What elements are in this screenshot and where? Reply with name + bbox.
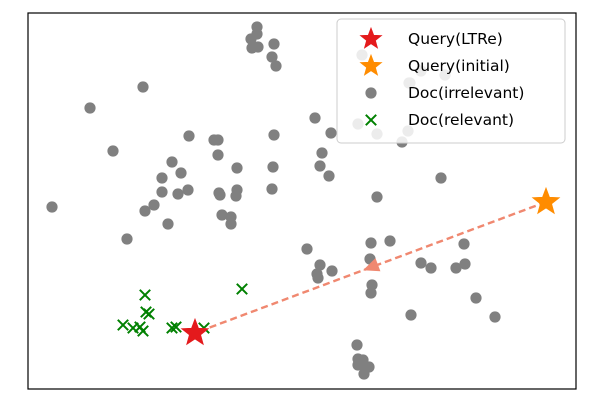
doc-irrelevant-point <box>371 191 383 203</box>
doc-irrelevant-point <box>148 199 160 211</box>
doc-relevant-point <box>166 322 178 334</box>
doc-irrelevant-point <box>121 233 133 245</box>
doc-irrelevant-point <box>208 134 220 146</box>
doc-relevant-point <box>236 283 248 295</box>
doc-irrelevant-point <box>267 161 279 173</box>
arrow-head <box>363 258 381 272</box>
doc-irrelevant-point <box>214 189 226 201</box>
doc-irrelevant-point <box>268 38 280 50</box>
legend-markers <box>359 26 383 126</box>
doc-irrelevant-point <box>216 209 228 221</box>
doc-relevant-point <box>117 319 129 331</box>
doc-irrelevant-point <box>309 112 321 124</box>
doc-irrelevant-point <box>351 339 363 351</box>
doc-irrelevant-point <box>489 311 501 323</box>
doc-irrelevant-point <box>314 259 326 271</box>
doc-irrelevant-point <box>84 102 96 114</box>
doc-irrelevant-point <box>231 162 243 174</box>
legend-label-query-ltre: Query(LTRe) <box>408 30 503 48</box>
doc-irrelevant-point <box>323 170 335 182</box>
doc-irrelevant-point <box>156 186 168 198</box>
doc-relevant-point <box>134 321 146 333</box>
legend-label-doc-relevant: Doc(relevant) <box>408 111 514 129</box>
doc-irrelevant-point <box>266 183 278 195</box>
legend-marker-x <box>365 114 377 126</box>
doc-irrelevant-point <box>46 201 58 213</box>
doc-irrelevant-point <box>435 172 447 184</box>
doc-irrelevant-point <box>384 235 396 247</box>
doc-irrelevant-point <box>162 218 174 230</box>
doc-irrelevant-point <box>365 237 377 249</box>
doc-relevant-point <box>143 308 155 320</box>
doc-irrelevant-point <box>450 262 462 274</box>
doc-relevant-point <box>170 321 182 333</box>
legend: Query(LTRe) Query(initial) Doc(irrelevan… <box>336 18 566 144</box>
doc-irrelevant-point <box>246 42 258 54</box>
doc-irrelevant-point <box>301 243 313 255</box>
doc-relevant-point <box>139 289 151 301</box>
doc-irrelevant-point <box>365 287 377 299</box>
doc-irrelevant-point <box>459 258 471 270</box>
doc-irrelevant-point <box>314 160 326 172</box>
legend-label-doc-irrelevant: Doc(irrelevant) <box>408 84 524 102</box>
doc-irrelevant-point <box>225 218 237 230</box>
doc-irrelevant-point <box>415 257 427 269</box>
doc-irrelevant-point <box>357 354 369 366</box>
doc-irrelevant-point <box>212 149 224 161</box>
doc-irrelevant-point <box>172 188 184 200</box>
legend-marker-circle <box>365 87 377 99</box>
doc-irrelevant-point <box>458 238 470 250</box>
doc-irrelevant-point <box>425 262 437 274</box>
doc-irrelevant-point <box>245 33 257 45</box>
doc-irrelevant-point <box>326 265 338 277</box>
legend-box <box>336 18 566 144</box>
query-shift-arrow <box>194 200 547 335</box>
query-points-layer <box>180 186 561 346</box>
query-ltre-point <box>180 317 210 346</box>
doc-irrelevant-point <box>316 147 328 159</box>
doc-irrelevant-point <box>268 129 280 141</box>
doc-irrelevant-point <box>182 184 194 196</box>
doc-irrelevant-point <box>325 127 337 139</box>
doc-irrelevant-point <box>137 81 149 93</box>
doc-irrelevant-point <box>405 309 417 321</box>
doc-irrelevant-point <box>183 130 195 142</box>
doc-irrelevant-point <box>107 145 119 157</box>
doc-irrelevant-point <box>270 60 282 72</box>
doc-irrelevant-point <box>230 190 242 202</box>
legend-marker-star <box>359 26 383 49</box>
query-initial-point <box>531 186 561 215</box>
doc-irrelevant-point <box>166 156 178 168</box>
doc-irrelevant-point <box>175 167 187 179</box>
doc-irrelevant-point <box>139 205 151 217</box>
doc-irrelevant-point <box>311 268 323 280</box>
legend-marker-star <box>359 53 383 76</box>
doc-irrelevant-point <box>470 292 482 304</box>
relevant-docs-layer <box>117 283 248 337</box>
doc-irrelevant-point <box>156 172 168 184</box>
legend-label-query-initial: Query(initial) <box>408 57 510 75</box>
doc-irrelevant-point <box>266 51 278 63</box>
